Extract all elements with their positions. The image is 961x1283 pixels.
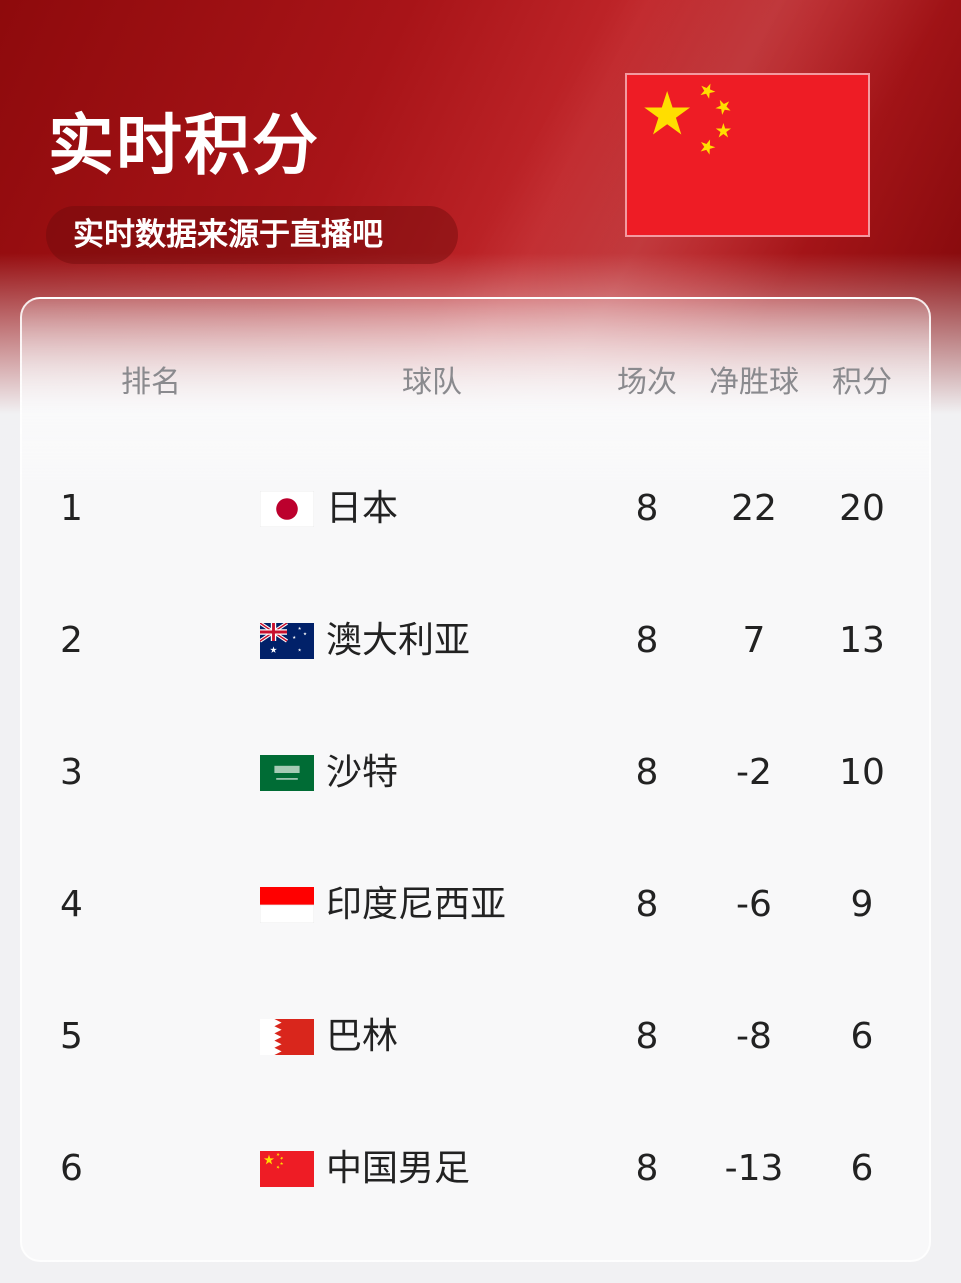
- standings-card: [20, 297, 931, 1262]
- header-goal-difference: 净胜球: [709, 365, 799, 400]
- rank: 2: [60, 620, 83, 661]
- points: 20: [839, 488, 885, 529]
- goal-difference: 7: [742, 620, 766, 661]
- played: 8: [635, 1148, 659, 1189]
- table-row[interactable]: 4 印度尼西亚 8 -6 9: [0, 875, 961, 935]
- played: 8: [635, 1016, 659, 1057]
- team-name: 中国男足: [326, 1148, 471, 1189]
- goal-difference: -2: [736, 752, 772, 793]
- page-title: 实时积分: [48, 107, 320, 184]
- header-played: 场次: [617, 365, 677, 400]
- goal-difference: 22: [731, 488, 777, 529]
- rank: 5: [60, 1016, 83, 1057]
- goal-difference: -6: [736, 884, 772, 925]
- team-name: 印度尼西亚: [326, 884, 507, 925]
- saudi-flag-icon: [260, 755, 314, 791]
- goal-difference: -8: [736, 1016, 772, 1057]
- played: 8: [635, 488, 659, 529]
- rank: 3: [60, 752, 83, 793]
- table-row[interactable]: 3 沙特 8 -2 10: [0, 743, 961, 803]
- header-points: 积分: [832, 365, 892, 400]
- team-name: 巴林: [326, 1016, 399, 1057]
- played: 8: [635, 884, 659, 925]
- points: 6: [850, 1016, 874, 1057]
- team-name: 沙特: [326, 752, 399, 793]
- australia-flag-icon: [260, 623, 314, 659]
- header-rank: 排名: [121, 365, 181, 400]
- japan-flag-icon: [260, 491, 314, 527]
- points: 13: [839, 620, 885, 661]
- played: 8: [635, 620, 659, 661]
- china-flag-icon: [625, 73, 870, 237]
- bahrain-flag-icon: [260, 1019, 314, 1055]
- table-row[interactable]: 1 日本 8 22 20: [0, 479, 961, 539]
- rank: 6: [60, 1148, 83, 1189]
- played: 8: [635, 752, 659, 793]
- team-name: 澳大利亚: [326, 620, 471, 661]
- header-team: 球队: [402, 365, 462, 400]
- team-name: 日本: [326, 488, 399, 529]
- china-flag-icon: [260, 1151, 314, 1187]
- table-row[interactable]: 5 巴林 8 -8 6: [0, 1007, 961, 1067]
- table-row[interactable]: 6 中国男足 8 -13 6: [0, 1139, 961, 1199]
- source-badge: 实时数据来源于直播吧: [46, 206, 458, 264]
- goal-difference: -13: [724, 1148, 784, 1189]
- points: 6: [850, 1148, 874, 1189]
- rank: 1: [60, 488, 83, 529]
- points: 9: [850, 884, 874, 925]
- table-row[interactable]: 2 澳大利亚 8 7 13: [0, 611, 961, 671]
- points: 10: [839, 752, 885, 793]
- indonesia-flag-icon: [260, 887, 314, 923]
- rank: 4: [60, 884, 83, 925]
